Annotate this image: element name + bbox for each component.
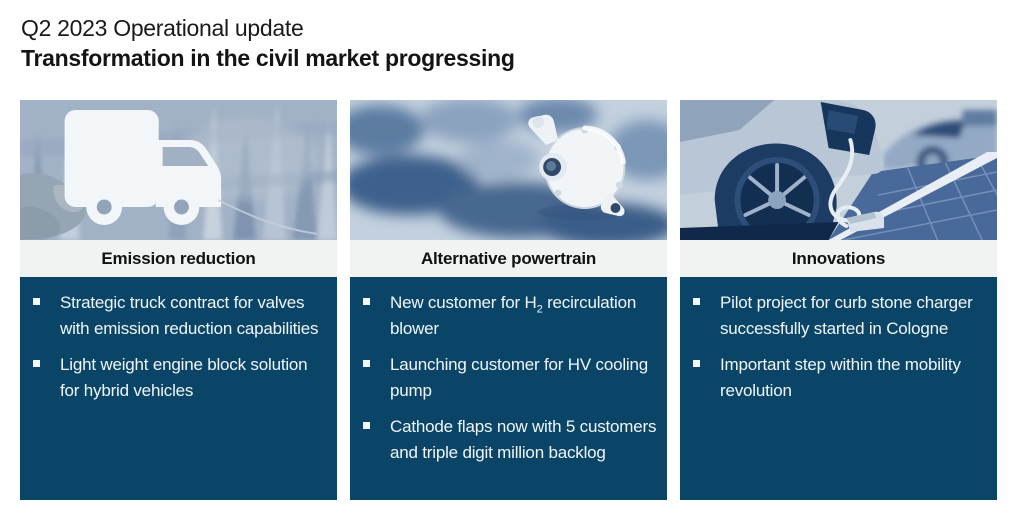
list-item: Important step within the mobility revol… (690, 352, 987, 404)
column-header-emission: Emission reduction (20, 240, 337, 277)
bullet-text-part: recirculation blower (390, 293, 637, 338)
title-block: Q2 2023 Operational update Transformatio… (21, 13, 515, 73)
column-image-innovations (680, 100, 997, 240)
bullet-square-icon (693, 360, 700, 367)
column-emission-reduction: Emission reduction Strategic truck contr… (20, 100, 337, 500)
list-item: Light weight engine block solution for h… (30, 352, 327, 404)
column-body-powertrain: New customer for H2 recirculation blower… (350, 277, 667, 500)
bullet-square-icon (363, 298, 370, 305)
column-image-emission (20, 100, 337, 240)
bullet-square-icon (363, 422, 370, 429)
column-alternative-powertrain: Alternative powertrain New customer for … (350, 100, 667, 500)
bullet-text: Cathode flaps now with 5 customers and t… (390, 417, 657, 462)
bullet-text: New customer for H2 recirculation blower (390, 290, 657, 342)
column-innovations: Innovations Pilot project for curb stone… (680, 100, 997, 500)
bullet-text: Launching customer for HV cooling pump (390, 355, 648, 400)
bullet-text-part: New customer for H (390, 293, 537, 312)
bullet-square-icon (693, 298, 700, 305)
bullet-text: Light weight engine block solution for h… (60, 355, 308, 400)
list-item: Launching customer for HV cooling pump (360, 352, 657, 404)
bullet-text: Pilot project for curb stone charger suc… (720, 293, 973, 338)
bullet-square-icon (363, 360, 370, 367)
slide-pretitle: Q2 2023 Operational update (21, 15, 304, 41)
list-item: Pilot project for curb stone charger suc… (690, 290, 987, 342)
three-column-layout: Emission reduction Strategic truck contr… (20, 100, 997, 500)
column-image-powertrain (350, 100, 667, 240)
bullet-list: New customer for H2 recirculation blower… (360, 290, 657, 466)
bullet-list: Strategic truck contract for valves with… (30, 290, 327, 404)
list-item: Strategic truck contract for valves with… (30, 290, 327, 342)
bullet-list: Pilot project for curb stone charger suc… (690, 290, 987, 404)
paper-truck-photo (20, 100, 337, 240)
bullet-square-icon (33, 360, 40, 367)
column-header-powertrain: Alternative powertrain (350, 240, 667, 277)
list-item: Cathode flaps now with 5 customers and t… (360, 414, 657, 466)
list-item: New customer for H2 recirculation blower (360, 290, 657, 342)
bullet-text: Important step within the mobility revol… (720, 355, 961, 400)
column-header-label: Emission reduction (101, 248, 256, 268)
column-body-emission: Strategic truck contract for valves with… (20, 277, 337, 500)
column-header-label: Innovations (791, 248, 886, 268)
column-body-innovations: Pilot project for curb stone charger suc… (680, 277, 997, 500)
bullet-square-icon (33, 298, 40, 305)
cooling-pump-photo (350, 100, 667, 240)
ev-charging-photo (680, 100, 997, 240)
column-header-innovations: Innovations (680, 240, 997, 277)
slide-title: Transformation in the civil market progr… (21, 45, 515, 71)
column-header-label: Alternative powertrain (420, 248, 597, 268)
subscript-2: 2 (536, 303, 543, 316)
bullet-text: Strategic truck contract for valves with… (60, 293, 319, 338)
